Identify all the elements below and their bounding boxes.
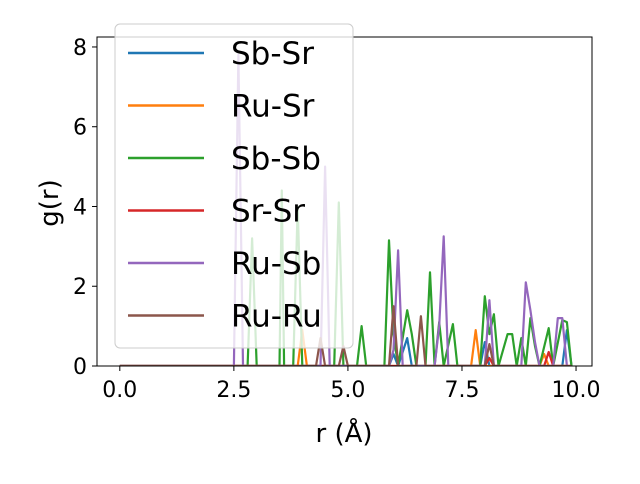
legend-label: Ru-Sr bbox=[231, 89, 315, 125]
legend-label: Ru-Ru bbox=[231, 299, 322, 335]
y-tick-label: 8 bbox=[73, 36, 87, 61]
y-tick-label: 6 bbox=[73, 116, 87, 141]
legend-label: Sb-Sr bbox=[231, 36, 314, 72]
x-tick-label: 5.0 bbox=[330, 378, 365, 403]
legend-label: Sb-Sb bbox=[231, 141, 321, 177]
x-axis-ticks: 0.0 2.5 5.0 7.5 10.0 bbox=[102, 366, 601, 403]
x-axis-label: r (Å) bbox=[315, 417, 372, 449]
series-lines bbox=[119, 53, 573, 366]
legend-label: Sr-Sr bbox=[231, 194, 305, 230]
y-tick-label: 0 bbox=[73, 355, 87, 380]
legend-label: Ru-Sb bbox=[231, 246, 321, 282]
y-tick-label: 4 bbox=[73, 195, 87, 220]
x-tick-label: 2.5 bbox=[216, 378, 251, 403]
x-tick-label: 7.5 bbox=[444, 378, 479, 403]
x-tick-label: 10.0 bbox=[552, 378, 601, 403]
legend: Sb-Sr Ru-Sr Sb-Sb Sr-Sr Ru-Sb Ru-Ru bbox=[114, 23, 354, 349]
y-tick-label: 2 bbox=[73, 275, 87, 300]
y-axis-ticks: 0 2 4 6 8 bbox=[73, 36, 97, 380]
series-line-ru-ru bbox=[119, 305, 572, 366]
x-tick-label: 0.0 bbox=[102, 378, 137, 403]
y-axis-label: g(r) bbox=[35, 179, 65, 226]
